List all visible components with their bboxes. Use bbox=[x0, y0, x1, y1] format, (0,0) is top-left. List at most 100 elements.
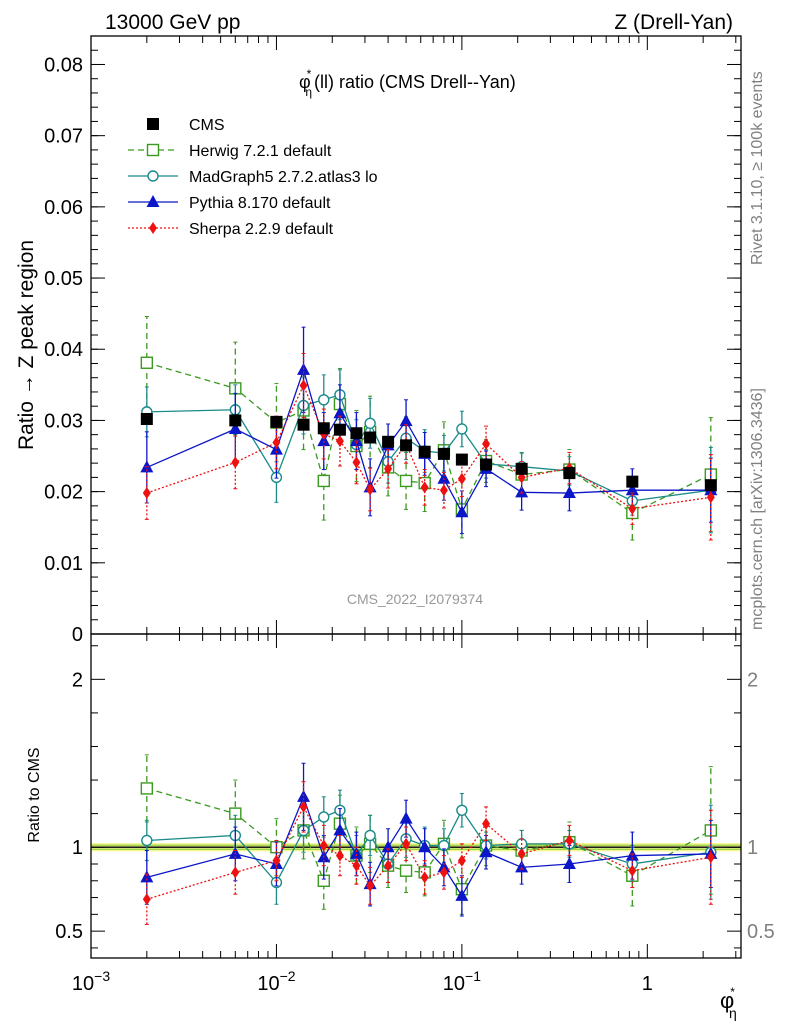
series-pythia bbox=[140, 762, 718, 917]
y-tick-label: 0.07 bbox=[44, 126, 83, 148]
data-point bbox=[437, 860, 451, 873]
data-point bbox=[420, 481, 429, 494]
x-axis-label-symbol: φ bbox=[720, 988, 734, 1013]
series-line-pythia bbox=[146, 367, 711, 514]
data-point bbox=[335, 849, 344, 862]
data-point bbox=[352, 859, 361, 872]
header-right: Z (Drell-Yan) bbox=[614, 11, 733, 34]
data-point bbox=[349, 846, 363, 859]
data-point bbox=[228, 421, 242, 434]
legend-label: Herwig 7.2.1 default bbox=[189, 143, 332, 160]
x-tick-exponent: −1 bbox=[465, 968, 481, 984]
data-point bbox=[457, 472, 466, 485]
series-cms bbox=[140, 413, 717, 492]
data-point bbox=[317, 422, 330, 435]
legend-entry-cms: CMS bbox=[147, 117, 225, 134]
plot-title-subscript: η bbox=[305, 85, 312, 99]
x-tick-label: 1 bbox=[642, 973, 653, 995]
data-point bbox=[229, 414, 242, 427]
legend-marker bbox=[146, 143, 160, 157]
x-tick-base: 1 bbox=[642, 973, 653, 995]
data-point bbox=[420, 871, 429, 884]
x-tick-base: 10 bbox=[443, 973, 465, 995]
data-point bbox=[318, 394, 330, 406]
series-line-pythia bbox=[146, 794, 711, 898]
y-tick-label: 1 bbox=[72, 837, 83, 859]
data-point bbox=[141, 834, 153, 847]
legend-label: Sherpa 2.2.9 default bbox=[189, 221, 334, 238]
y-tick-label: 0.02 bbox=[44, 482, 83, 504]
data-point bbox=[272, 854, 281, 867]
data-point bbox=[140, 413, 153, 426]
data-point bbox=[366, 879, 375, 892]
plot-title: φ* η (ll) ratio (CMS Drell--Yan) bbox=[299, 67, 516, 99]
series-line-madgraph5 bbox=[146, 393, 711, 502]
data-point bbox=[272, 436, 281, 449]
data-point bbox=[317, 434, 331, 447]
data-point bbox=[384, 462, 393, 475]
x-axis-label-subscript: η bbox=[729, 1005, 737, 1021]
data-point bbox=[439, 866, 448, 879]
data-point bbox=[142, 487, 151, 500]
y-tick-label: 0.01 bbox=[44, 553, 83, 575]
data-point bbox=[349, 434, 363, 447]
data-point bbox=[270, 415, 283, 428]
data-point bbox=[418, 840, 432, 853]
data-point bbox=[517, 847, 526, 860]
series-line-madgraph5 bbox=[146, 808, 711, 884]
data-point bbox=[399, 811, 413, 824]
data-point bbox=[317, 474, 330, 488]
data-point bbox=[140, 356, 154, 369]
data-point bbox=[704, 479, 717, 492]
legend-label: MadGraph5 2.7.2.atlas3 lo bbox=[189, 169, 378, 186]
main-plot-panel: 0 0.01 0.02 0.03 0.04 0.05 0.06 0.07 0.08 bbox=[44, 35, 742, 646]
y-tick-label: 2 bbox=[72, 669, 83, 691]
x-tick-label: 10−1 bbox=[443, 968, 481, 995]
y-tick-label-right: 2 bbox=[747, 669, 758, 691]
analysis-watermark: CMS_2022_I2079374 bbox=[347, 591, 483, 607]
legend-entry-pythia: Pythia 8.170 default bbox=[128, 195, 331, 212]
y-tick-label: 0.04 bbox=[44, 339, 83, 361]
data-point bbox=[563, 467, 576, 480]
data-point bbox=[318, 811, 330, 823]
ratio-plot-panel: 0.5 0.51 12 210−3 10−2 10−1 1 bbox=[55, 633, 775, 995]
data-point bbox=[366, 483, 375, 496]
data-point bbox=[399, 474, 413, 488]
y-tick-label: 0.05 bbox=[44, 268, 83, 290]
y-tick-label: 0.5 bbox=[55, 921, 83, 943]
data-point bbox=[142, 893, 151, 906]
x-tick-base: 10 bbox=[257, 973, 279, 995]
data-point bbox=[350, 427, 363, 440]
series-line-sherpa bbox=[146, 383, 711, 510]
data-point bbox=[384, 859, 393, 872]
data-point bbox=[299, 379, 308, 392]
y-tick-label: 0.06 bbox=[44, 197, 83, 219]
x-tick-label: 10−3 bbox=[72, 968, 110, 995]
data-point bbox=[399, 414, 413, 427]
data-point bbox=[439, 484, 448, 497]
data-point bbox=[455, 505, 469, 518]
legend-entry-herwig: Herwig 7.2.1 default bbox=[128, 143, 332, 160]
data-point bbox=[400, 439, 413, 452]
plot-title-symbol: φ bbox=[299, 72, 311, 92]
data-point bbox=[399, 864, 413, 877]
data-point bbox=[455, 453, 468, 466]
plot-title-superscript: * bbox=[307, 67, 312, 81]
data-point bbox=[457, 854, 466, 867]
data-point bbox=[333, 823, 347, 836]
y-tick-label: 0 bbox=[72, 624, 83, 646]
data-point bbox=[352, 456, 361, 469]
mcplots-label: mcplots.cern.ch [arXiv:1306.3436] bbox=[749, 388, 766, 630]
data-point bbox=[402, 837, 411, 850]
data-point bbox=[364, 431, 377, 444]
data-point bbox=[231, 456, 240, 469]
x-axis-label-superscript: * bbox=[730, 985, 735, 999]
rivet-version-label: Rivet 3.1.10, ≥ 100k events bbox=[749, 71, 766, 265]
data-point bbox=[456, 804, 468, 816]
data-point bbox=[333, 423, 346, 436]
data-point bbox=[626, 475, 639, 488]
y-tick-label-right: 1 bbox=[747, 837, 758, 859]
data-point bbox=[299, 800, 308, 813]
data-point bbox=[333, 406, 347, 419]
legend-marker bbox=[147, 118, 159, 130]
